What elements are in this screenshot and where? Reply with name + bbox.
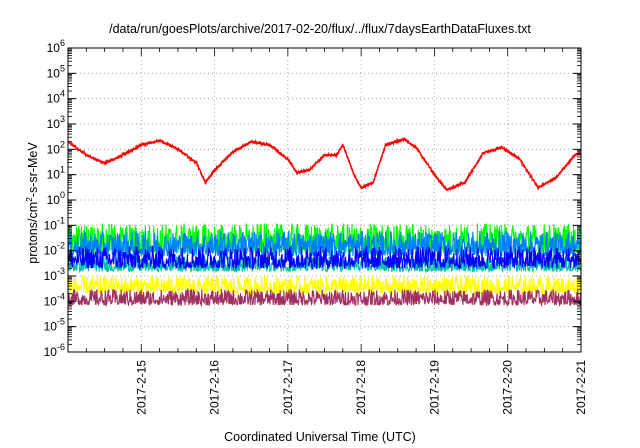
y-tick-label: 10-3 (44, 266, 65, 283)
x-tick-label: 2017-2-17 (281, 360, 295, 415)
series-line-1 (68, 222, 581, 255)
series-line-6 (68, 287, 581, 308)
series-line-4 (68, 245, 581, 271)
y-axis-label: protons/cm2-s-sr-MeV (23, 142, 41, 264)
y-tick-label: 10-4 (44, 291, 65, 308)
x-tick-label: 2017-2-21 (574, 360, 588, 415)
series-line-5 (68, 274, 581, 296)
y-tick-label: 103 (47, 114, 65, 131)
x-tick-label: 2017-2-15 (134, 360, 148, 415)
y-tick-label: 104 (47, 89, 65, 106)
y-tick-label: 10-2 (44, 241, 65, 258)
chart-title: /data/run/goesPlots/archive/2017-02-20/f… (109, 22, 531, 36)
y-tick-label: 10-5 (44, 317, 65, 334)
x-axis-label: Coordinated Universal Time (UTC) (224, 430, 416, 444)
y-tick-label: 102 (47, 139, 65, 156)
y-tick-label: 10-1 (44, 215, 65, 232)
series-group (68, 136, 581, 308)
x-tick-label: 2017-2-16 (208, 360, 222, 415)
y-tick-label: 105 (47, 63, 65, 80)
x-tick-label: 2017-2-20 (501, 360, 515, 415)
x-tick-label: 2017-2-19 (427, 360, 441, 415)
y-tick-label: 10-6 (44, 342, 65, 359)
y-tick-label: 101 (47, 165, 65, 182)
y-tick-label: 100 (47, 190, 65, 207)
x-tick-label: 2017-2-18 (354, 360, 368, 415)
series-line-0 (68, 136, 581, 192)
y-tick-label: 106 (47, 38, 65, 55)
